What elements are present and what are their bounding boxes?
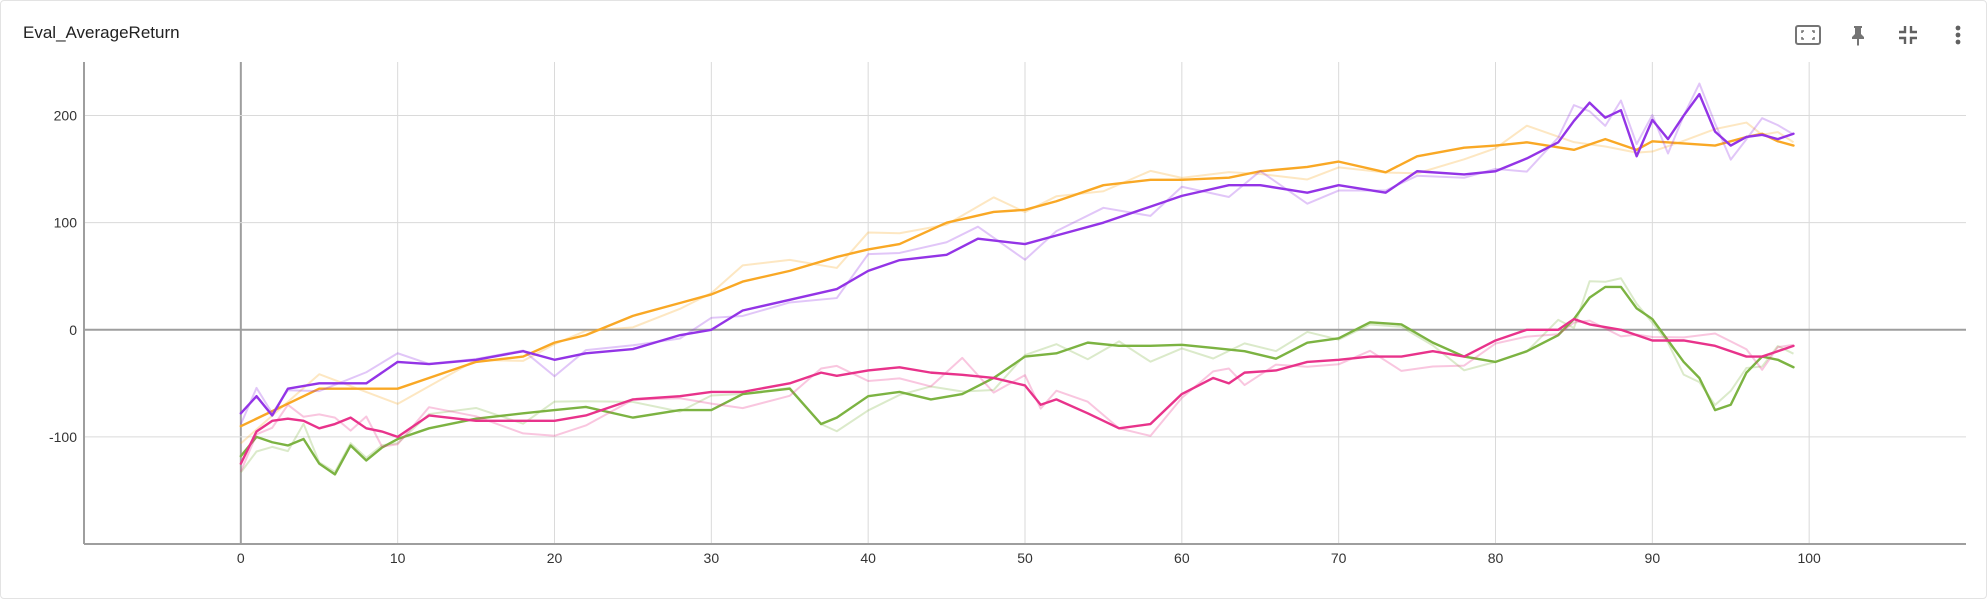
axes [83,62,1966,545]
tick-labels: 0 10 20 30 40 50 60 70 80 90 100 -100 0 100 200 [49,108,1821,566]
x-tick-label: 60 [1174,550,1190,566]
chart-toolbar [1794,21,1972,49]
more-vert-icon [1955,25,1961,45]
x-tick-label: 20 [547,550,563,566]
x-tick-label: 100 [1797,550,1821,566]
series-raw-line [240,121,1795,445]
x-tick-label: 0 [237,550,245,566]
series-raw-line [239,319,1794,472]
series-line[interactable] [239,317,1795,465]
chart-title: Eval_AverageReturn [23,23,180,42]
series-raw-line [240,277,1794,474]
x-tick-label: 80 [1488,550,1504,566]
x-tick-label: 30 [704,550,720,566]
collapse-icon [1899,26,1917,44]
x-tick-label: 70 [1331,550,1347,566]
series-line[interactable] [239,285,1795,476]
y-tick-label: 200 [54,108,78,124]
y-tick-label: -100 [49,429,77,445]
series-raw-line [239,82,1794,425]
grid [84,62,1966,544]
series-line[interactable] [239,92,1795,417]
fit-domain-button[interactable] [1794,21,1822,49]
fit-domain-icon [1795,25,1821,45]
y-tick-label: 100 [54,215,78,231]
pin-button[interactable] [1844,21,1872,49]
series-line[interactable] [239,132,1795,428]
pin-icon [1852,26,1864,46]
series-lines [239,82,1795,476]
x-tick-label: 10 [390,550,406,566]
x-tick-label: 50 [1017,550,1033,566]
x-tick-label: 40 [860,550,876,566]
collapse-button[interactable] [1894,21,1922,49]
y-tick-label: 0 [69,322,77,338]
more-options-button[interactable] [1944,21,1972,49]
x-tick-label: 90 [1645,550,1661,566]
